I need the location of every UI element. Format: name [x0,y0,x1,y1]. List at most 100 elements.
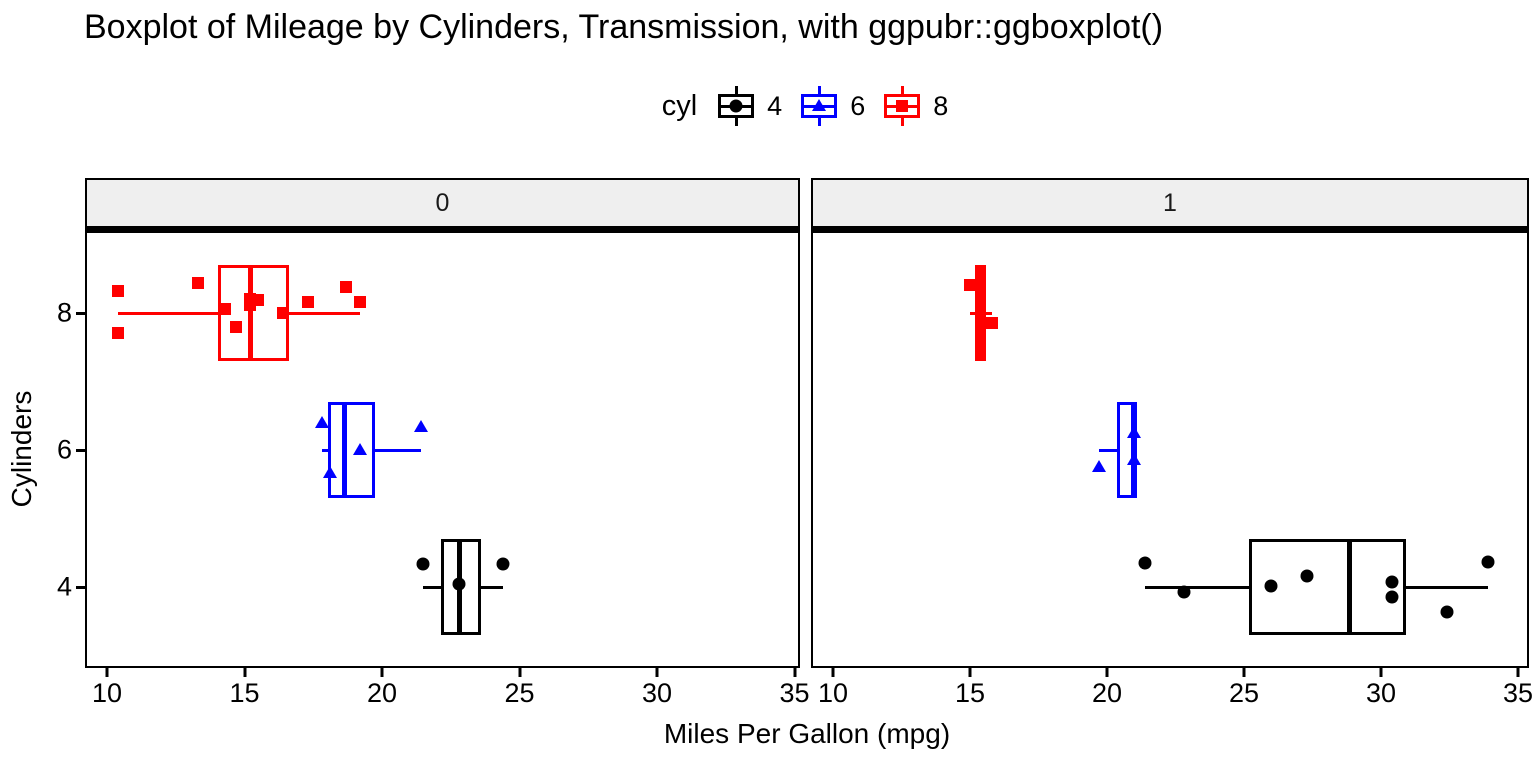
jitter-point-cyl8 [112,285,124,297]
jitter-point-cyl8 [277,307,289,319]
x-tick-label: 15 [229,678,260,708]
boxplot-whisker-lower [321,448,328,452]
jitter-point-cyl4 [496,557,510,571]
boxplot-whisker-upper [481,585,503,589]
jitter-point-cyl8 [112,327,124,339]
jitter-point-cyl6 [314,416,329,429]
jitter-point-cyl4 [1300,569,1314,583]
boxplot-box-cyl6 [327,402,376,498]
jitter-point-cyl6 [322,466,337,479]
jitter-point-cyl4 [1385,575,1399,589]
legend-key-marker-triangle-icon [812,99,827,112]
jitter-point-cyl6 [413,420,428,433]
legend-title: cyl [661,89,698,122]
jitter-point-cyl6 [1127,426,1142,439]
x-tick-mark [968,668,972,677]
jitter-point-cyl6 [1091,460,1106,473]
jitter-point-cyl4 [1481,555,1495,569]
jitter-point-cyl4 [416,557,430,571]
x-tick-mark [243,668,246,677]
jitter-point-cyl8 [354,296,366,308]
legend-item-cyl8: 8 [883,84,948,128]
x-tick-label: 30 [641,678,673,708]
x-tick-mark [1105,668,1109,677]
boxplot-whisker-lower [118,311,219,315]
x-tick-label: 20 [1091,678,1123,708]
boxplot-median-cyl8 [247,265,253,361]
jitter-point-cyl6 [1127,453,1142,466]
facet-panel-0 [85,228,800,668]
boxplot-median-cyl6 [1131,402,1137,498]
boxplot-whisker-lower [1098,448,1117,452]
x-tick-mark [518,668,521,677]
y-tick-mark [76,585,85,589]
x-tick-mark [105,668,109,677]
facet-strip-0: 0 [85,178,800,228]
boxplot-whisker-upper [375,448,421,452]
jitter-point-cyl6 [353,443,367,456]
y-tick-label: 6 [56,434,72,465]
x-tick-label: 25 [1228,678,1260,708]
jitter-point-cyl8 [230,321,243,333]
jitter-point-cyl8 [340,281,353,293]
y-tick-label: 8 [56,297,72,328]
legend-key-marker-circle-icon [729,99,743,113]
x-tick-label: 10 [91,678,123,708]
legend-key-square-icon [883,84,921,128]
legend-item-cyl4: 4 [717,84,782,128]
legend-item-cyl6: 6 [800,84,865,128]
boxplot-whisker-lower [970,311,976,315]
legend-item-label: 8 [933,90,949,121]
boxplot-median-cyl6 [342,402,348,498]
jitter-point-cyl8 [301,296,314,308]
x-tick-label: 10 [817,678,849,708]
jitter-point-cyl8 [219,303,232,315]
facet-strip-label: 0 [435,188,450,217]
jitter-point-cyl4 [452,577,466,591]
x-tick-label: 25 [504,678,535,708]
legend-key-circle-icon [717,84,755,128]
boxplot-median-cyl4 [1346,539,1352,635]
jitter-point-cyl8 [191,277,204,289]
jitter-point-cyl8 [985,317,998,329]
y-tick-mark [76,448,85,452]
jitter-point-cyl4 [1440,605,1454,619]
x-tick-mark [793,668,796,677]
x-axis-title: Miles Per Gallon (mpg) [663,718,951,749]
x-tick-label: 35 [779,678,810,708]
x-tick-label: 20 [366,678,398,708]
legend-key-marker-square-icon [896,100,909,112]
facet-strip-label: 1 [1163,188,1177,217]
jitter-point-cyl4 [1264,579,1278,593]
x-tick-label: 35 [1502,678,1534,708]
boxplot-median-cyl8 [978,265,984,361]
y-tick-mark [76,311,85,315]
legend: cyl 4 6 8 [75,82,1535,130]
x-tick-mark [655,668,659,677]
x-tick-mark [1379,668,1383,677]
jitter-point-cyl8 [252,294,265,306]
legend-item-label: 4 [767,90,783,121]
boxplot-whisker-lower [1145,585,1250,589]
y-tick-label: 4 [56,571,72,602]
boxplot-whisker-upper [986,311,992,315]
x-tick-label: 15 [954,678,986,708]
jitter-point-cyl4 [1385,590,1399,604]
jitter-point-cyl4 [1138,556,1152,570]
chart-title: Boxplot of Mileage by Cylinders, Transmi… [84,8,1164,46]
legend-item-label: 6 [850,90,866,121]
facet-panel-1 [811,228,1529,668]
x-tick-mark [1242,668,1246,677]
x-tick-mark [380,668,384,677]
boxplot-whisker-upper [1405,585,1488,589]
boxplot-whisker-upper [289,311,360,315]
jitter-point-cyl8 [964,279,976,291]
x-tick-label: 30 [1365,678,1397,708]
facet-strip-1: 1 [811,178,1529,228]
legend-key-triangle-icon [800,84,838,128]
legend-items: 4 6 8 [717,84,948,128]
x-tick-mark [831,668,835,677]
x-tick-mark [1516,668,1520,677]
boxplot-whisker-lower [423,585,442,589]
